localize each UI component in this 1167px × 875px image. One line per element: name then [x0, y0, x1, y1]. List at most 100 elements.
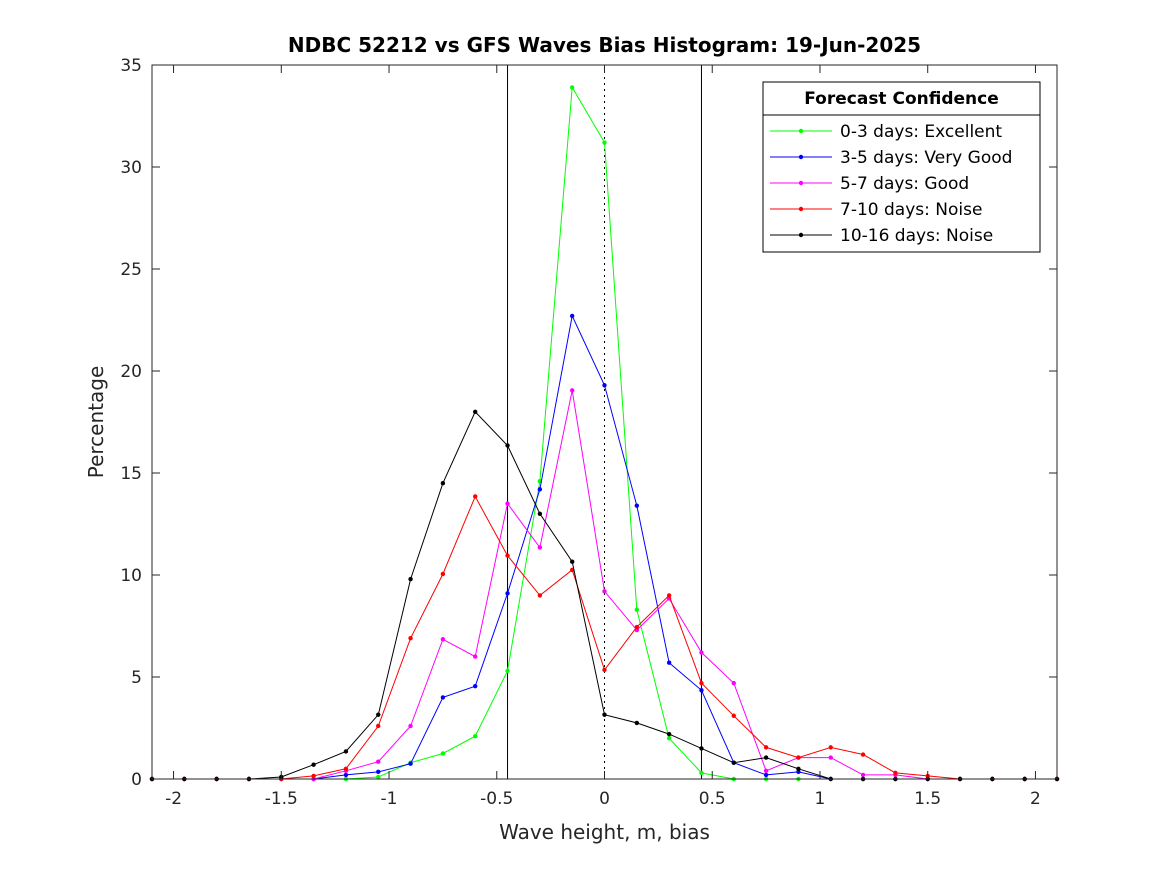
data-point — [796, 769, 801, 775]
data-point — [311, 773, 316, 779]
data-point — [376, 759, 381, 764]
data-point — [505, 553, 510, 558]
data-point — [505, 443, 510, 448]
data-point — [537, 511, 543, 516]
x-axis-title: Wave height, m, bias — [499, 820, 710, 844]
reference-lines — [507, 65, 702, 779]
data-point — [343, 766, 349, 771]
data-point — [828, 745, 833, 750]
data-point — [408, 636, 413, 641]
data-point — [860, 752, 866, 757]
data-point — [699, 746, 704, 751]
x-tick-label: 1.5 — [914, 789, 941, 809]
data-point — [376, 712, 381, 717]
data-point — [505, 501, 510, 506]
y-tick-label: 20 — [120, 362, 142, 382]
x-tick-label: 0.5 — [699, 789, 726, 809]
data-point — [440, 751, 446, 756]
x-tick-label: -0.5 — [480, 789, 513, 809]
data-point — [602, 383, 607, 388]
data-point — [666, 736, 672, 741]
x-tick-label: 2 — [1030, 789, 1041, 809]
data-point — [666, 660, 672, 665]
data-point — [569, 388, 575, 393]
data-point — [569, 85, 575, 90]
legend-items: 0-3 days: Excellent 3-5 days: Very Good 5-… — [770, 122, 1012, 246]
data-point — [860, 772, 866, 778]
x-tick-label: 0 — [599, 789, 610, 809]
data-point — [602, 667, 607, 673]
data-point — [376, 774, 381, 780]
y-tick-label: 5 — [131, 668, 142, 688]
legend-item: 7-10 days: Noise — [770, 200, 982, 220]
data-point — [602, 712, 607, 717]
legend-label: 3-5 days: Very Good — [840, 148, 1012, 168]
legend-swatch-marker — [798, 232, 804, 238]
legend-item: 0-3 days: Excellent — [770, 122, 1002, 142]
data-point — [440, 637, 446, 642]
data-point — [602, 140, 607, 145]
legend-label: 5-7 days: Good — [840, 174, 969, 194]
data-point — [666, 593, 672, 598]
legend-swatch-marker — [798, 206, 804, 212]
legend-label: 0-3 days: Excellent — [840, 122, 1002, 142]
data-point — [828, 755, 833, 760]
legend-title: Forecast Confidence — [804, 89, 999, 109]
chart-title: NDBC 52212 vs GFS Waves Bias Histogram: … — [288, 33, 921, 57]
data-point — [634, 720, 640, 726]
data-point — [311, 762, 316, 767]
data-point — [440, 481, 446, 486]
data-point — [634, 607, 640, 612]
data-point — [699, 688, 704, 693]
data-point — [699, 650, 704, 655]
legend-swatch-marker — [798, 128, 804, 134]
legend-item: 10-16 days: Noise — [770, 226, 993, 246]
data-point — [343, 772, 349, 778]
data-point — [473, 494, 478, 499]
x-tick-label: -1.5 — [265, 789, 298, 809]
data-point — [763, 768, 769, 774]
data-point — [343, 749, 349, 754]
data-point — [699, 680, 704, 686]
data-point — [731, 760, 736, 765]
legend-swatch-marker — [798, 154, 804, 160]
data-point — [537, 487, 543, 492]
y-tick-label: 25 — [120, 260, 142, 280]
data-point — [408, 761, 413, 766]
data-point — [505, 591, 510, 596]
data-point — [731, 680, 736, 686]
data-point — [408, 723, 413, 729]
legend-item: 3-5 days: Very Good — [770, 148, 1012, 168]
data-point — [569, 313, 575, 319]
data-point — [440, 695, 446, 700]
y-tick-label: 0 — [131, 770, 142, 790]
y-tick-label: 10 — [120, 566, 142, 586]
data-point — [440, 571, 446, 577]
data-point — [376, 723, 381, 729]
data-point — [763, 772, 769, 778]
x-tick-label: -1 — [381, 789, 398, 809]
legend-title-box — [762, 81, 1041, 116]
data-point — [796, 755, 801, 760]
data-point — [763, 755, 769, 760]
legend-item: 5-7 days: Good — [770, 174, 969, 194]
data-point — [634, 503, 640, 508]
y-tick-label: 30 — [120, 158, 142, 178]
data-point — [505, 668, 510, 674]
y-tick-label: 15 — [120, 464, 142, 484]
x-tick-label: -2 — [165, 789, 182, 809]
data-point — [473, 733, 478, 739]
data-point — [763, 745, 769, 750]
data-point — [537, 593, 543, 598]
y-tick-label: 35 — [120, 56, 142, 76]
data-point — [796, 766, 801, 771]
data-point — [569, 559, 575, 564]
data-point — [699, 770, 704, 776]
data-point — [473, 409, 478, 414]
data-point — [473, 654, 478, 659]
data-point — [634, 624, 640, 630]
data-point — [893, 770, 898, 776]
data-point — [408, 576, 413, 582]
